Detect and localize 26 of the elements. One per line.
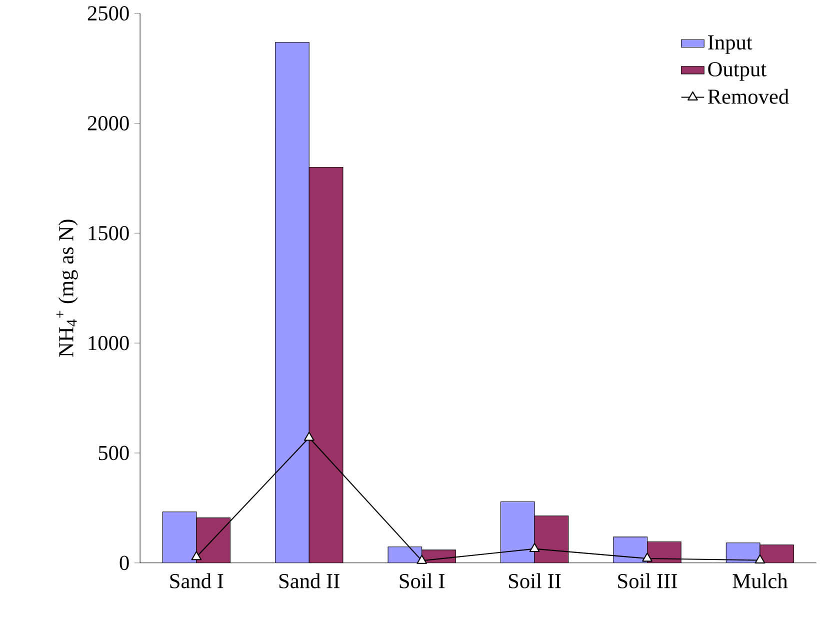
bar (196, 518, 230, 563)
y-tick-label: 1000 (88, 336, 129, 350)
bar (534, 516, 568, 563)
y-tick-label: 0 (120, 556, 129, 570)
legend-label: Removed (708, 88, 789, 104)
y-tick-label: 2000 (88, 116, 129, 130)
y-tick-label: 500 (98, 446, 129, 460)
y-axis-title: NH$_{4}$$^{+}$ (mg as N) (56, 220, 78, 357)
x-tick-label: Soil II (509, 573, 561, 588)
x-tick-label: Sand II (279, 573, 340, 588)
x-tick-label: Soil III (618, 573, 678, 588)
point (529, 542, 540, 552)
point (642, 552, 652, 562)
y-tick-label: 2500 (88, 6, 129, 20)
point (304, 432, 314, 441)
legend-label: Output (708, 62, 766, 81)
bar (309, 167, 343, 563)
x-tick-label: Mulch (732, 573, 788, 588)
point (754, 554, 766, 564)
point (416, 554, 427, 564)
legend-label: Input (708, 35, 752, 54)
bar (760, 544, 794, 563)
x-tick-label: Soil I (400, 573, 444, 588)
y-tick-label: 1500 (88, 226, 129, 240)
x-tick-label: Sand I (170, 573, 224, 588)
point (191, 550, 202, 560)
